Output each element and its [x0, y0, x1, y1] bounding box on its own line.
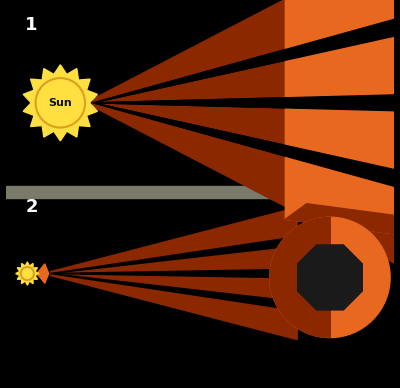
Polygon shape: [51, 208, 297, 340]
Polygon shape: [16, 262, 39, 285]
Polygon shape: [270, 217, 330, 338]
Polygon shape: [51, 274, 336, 316]
Polygon shape: [298, 245, 362, 310]
Circle shape: [270, 217, 390, 338]
Polygon shape: [51, 231, 336, 274]
Text: 1: 1: [26, 16, 38, 33]
Polygon shape: [298, 245, 362, 310]
Polygon shape: [288, 208, 297, 340]
Polygon shape: [37, 264, 49, 283]
Polygon shape: [93, 14, 400, 103]
Polygon shape: [285, 0, 400, 235]
Bar: [6, 186, 394, 198]
Polygon shape: [23, 65, 97, 141]
Polygon shape: [93, 103, 400, 192]
Polygon shape: [285, 204, 400, 235]
Text: 2: 2: [26, 198, 38, 216]
Circle shape: [35, 77, 86, 128]
Polygon shape: [93, 94, 400, 111]
Polygon shape: [93, 94, 400, 111]
Polygon shape: [93, 0, 400, 273]
Polygon shape: [51, 268, 336, 279]
Polygon shape: [93, 103, 400, 192]
Text: Sun: Sun: [48, 98, 72, 108]
Circle shape: [20, 267, 34, 281]
Polygon shape: [93, 14, 400, 103]
